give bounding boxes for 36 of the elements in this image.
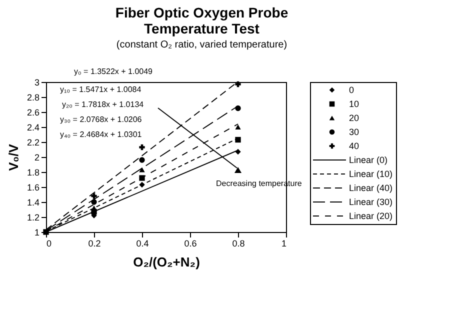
legend-label: 30: [349, 127, 360, 137]
annotation: y₂₀ = 1.7818x + 1.0134: [62, 100, 144, 109]
annotation: y₃₀ = 2.0768x + 1.0206: [60, 115, 142, 124]
y-tick-label: 2.2: [26, 138, 40, 148]
y-tick-label: 1.6: [26, 182, 40, 192]
annotation: y₁₀ = 1.5471x + 1.0084: [60, 85, 142, 94]
x-tick-label: 0.2: [88, 238, 101, 248]
y-tick-label: 1.4: [26, 198, 40, 208]
legend-label: 20: [349, 113, 360, 123]
y-tick-label: 3: [34, 78, 40, 88]
legend-label: 0: [349, 85, 354, 95]
x-tick-label: 0.4: [136, 238, 149, 248]
y-tick-label: 2.6: [26, 108, 40, 118]
y-tick-label: 1: [34, 228, 40, 238]
annotation: y₄₀ = 2.4684x + 1.0301: [60, 130, 142, 139]
legend-label: Linear (20): [349, 211, 393, 221]
legend-label: 10: [349, 99, 360, 109]
legend-label: Linear (10): [349, 169, 393, 179]
y-axis-title: V₀/V: [6, 144, 21, 171]
y-tick-label: 2.4: [26, 122, 40, 132]
x-tick-label: 0: [46, 238, 52, 248]
chart-title: Fiber Optic Oxygen Probe Temperature Test: [115, 4, 288, 36]
x-axis-title: O₂/(O₂+N₂): [133, 254, 200, 270]
legend-label: 40: [349, 141, 360, 151]
x-tick-label: 1: [281, 238, 286, 248]
legend-label: Linear (40): [349, 183, 393, 193]
y-tick-label: 2: [34, 152, 40, 162]
y-tick-label: 2.8: [26, 92, 40, 102]
legend-label: Linear (30): [349, 197, 393, 207]
text: y₀ = 1.3522x + 1.0049: [74, 67, 154, 76]
legend-label: Linear (0): [349, 155, 388, 165]
y-tick-label: 1.8: [26, 168, 40, 178]
y-tick-label: 1.2: [26, 212, 40, 222]
x-tick-label: 0.6: [184, 238, 197, 248]
x-tick-label: 0.8: [232, 238, 245, 248]
chart-subtitle: (constant O₂ ratio, varied temperature): [116, 40, 288, 50]
